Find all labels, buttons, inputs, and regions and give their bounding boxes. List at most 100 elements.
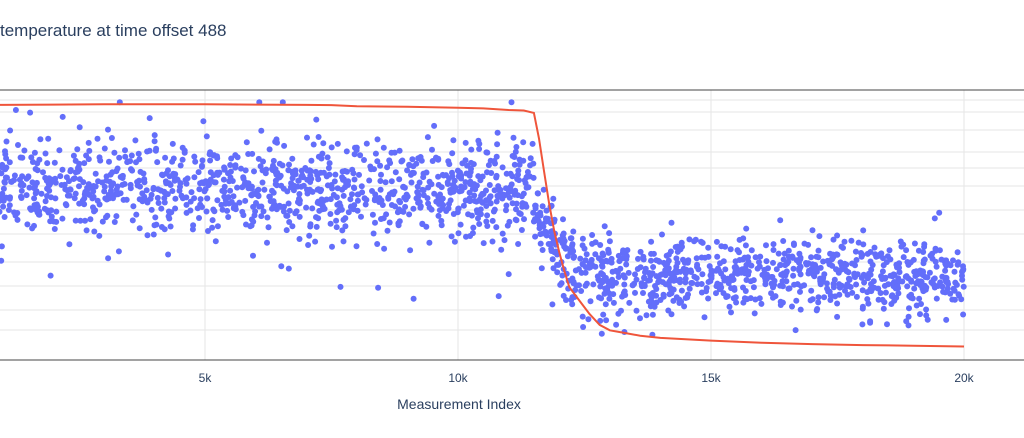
scatter-point [219, 206, 226, 213]
scatter-point [460, 202, 467, 209]
scatter-point [115, 248, 122, 255]
scatter-point [462, 157, 469, 164]
scatter-point [488, 170, 495, 176]
scatter-point [279, 162, 286, 169]
scatter-point [960, 266, 967, 273]
scatter-point [42, 198, 49, 205]
scatter-point [423, 169, 430, 176]
scatter-point [116, 154, 123, 161]
scatter-point [513, 206, 519, 213]
scatter-point [362, 201, 369, 208]
scatter-point [579, 242, 586, 249]
scatter-point [600, 311, 607, 318]
scatter-point [173, 176, 180, 183]
scatter-point [797, 306, 804, 313]
scatter-point [351, 151, 358, 158]
scatter-point [742, 242, 749, 249]
scatter-point [232, 164, 239, 171]
scatter-point [0, 257, 5, 264]
scatter-point [296, 213, 303, 220]
scatter-point [886, 247, 893, 254]
scatter-point [165, 251, 172, 258]
scatter-point [757, 253, 764, 260]
scatter-series [0, 99, 967, 338]
scatter-point [50, 218, 57, 225]
scatter-point [646, 277, 653, 284]
scatter-point [61, 181, 68, 188]
scatter-point [849, 260, 856, 267]
scatter-point [0, 161, 6, 168]
scatter-point [943, 316, 950, 323]
scatter-point [473, 198, 480, 205]
scatter-point [203, 133, 210, 140]
scatter-point [725, 280, 732, 287]
scatter-point [882, 289, 889, 296]
scatter-point [620, 247, 627, 254]
scatter-point [420, 174, 427, 181]
scatter-point [865, 300, 872, 307]
scatter-point [559, 272, 566, 279]
scatter-point [318, 186, 325, 193]
scatter-point [634, 266, 641, 272]
scatter-point [395, 222, 402, 229]
scatter-point [103, 177, 110, 184]
scatter-point [650, 264, 657, 270]
scatter-point [539, 221, 546, 228]
scatter-point [404, 167, 411, 174]
scatter-point [339, 227, 346, 234]
chart-title: temperature at time offset 488 [0, 21, 227, 40]
scatter-point [259, 167, 266, 174]
scatter-point [785, 247, 792, 254]
scatter-point [861, 279, 868, 286]
scatter-point [651, 303, 658, 310]
scatter-point [230, 193, 237, 200]
scatter-point [811, 273, 818, 280]
scatter-point [518, 227, 525, 233]
scatter-point [713, 238, 720, 245]
scatter-point [196, 186, 203, 193]
scatter-point [0, 169, 2, 174]
scatter-point [849, 289, 856, 296]
scatter-point [896, 269, 903, 276]
scatter-point [318, 155, 325, 162]
scatter-point [339, 174, 346, 181]
scatter-point [386, 219, 393, 226]
scatter-point [429, 146, 435, 153]
scatter-point [0, 203, 7, 210]
scatter-point [881, 299, 888, 306]
scatter-point [408, 179, 415, 186]
scatter-point [817, 275, 824, 282]
scatter-point [693, 255, 700, 262]
scatter-point [183, 201, 190, 208]
scatter-point [656, 258, 663, 265]
scatter-point [26, 184, 33, 191]
scatter-point [518, 193, 525, 200]
scatter-point [294, 183, 301, 190]
scatter-point [560, 230, 567, 237]
scatter-point [677, 279, 683, 286]
scatter-point [272, 170, 279, 176]
scatter-point [416, 199, 423, 205]
scatter-point [599, 279, 606, 286]
scatter-point [509, 200, 516, 207]
scatter-point [296, 236, 303, 242]
scatter-point [0, 185, 7, 192]
scatter-point [951, 268, 958, 275]
scatter-point [85, 139, 92, 146]
scatter-point [499, 230, 506, 237]
scatter-point [705, 244, 712, 251]
scatter-point [66, 241, 73, 248]
scatter-point [582, 264, 589, 271]
scatter-point [569, 242, 575, 249]
line-series [0, 103, 965, 348]
scatter-point [954, 249, 961, 256]
scatter-point [562, 245, 569, 252]
scatter-point [18, 193, 24, 200]
scatter-point [938, 256, 945, 263]
scatter-point [354, 197, 361, 204]
scatter-point [324, 154, 331, 161]
scatter-point [130, 203, 137, 210]
scatter-point [231, 203, 238, 210]
scatter-point [681, 303, 688, 310]
scatter-point [87, 216, 94, 223]
